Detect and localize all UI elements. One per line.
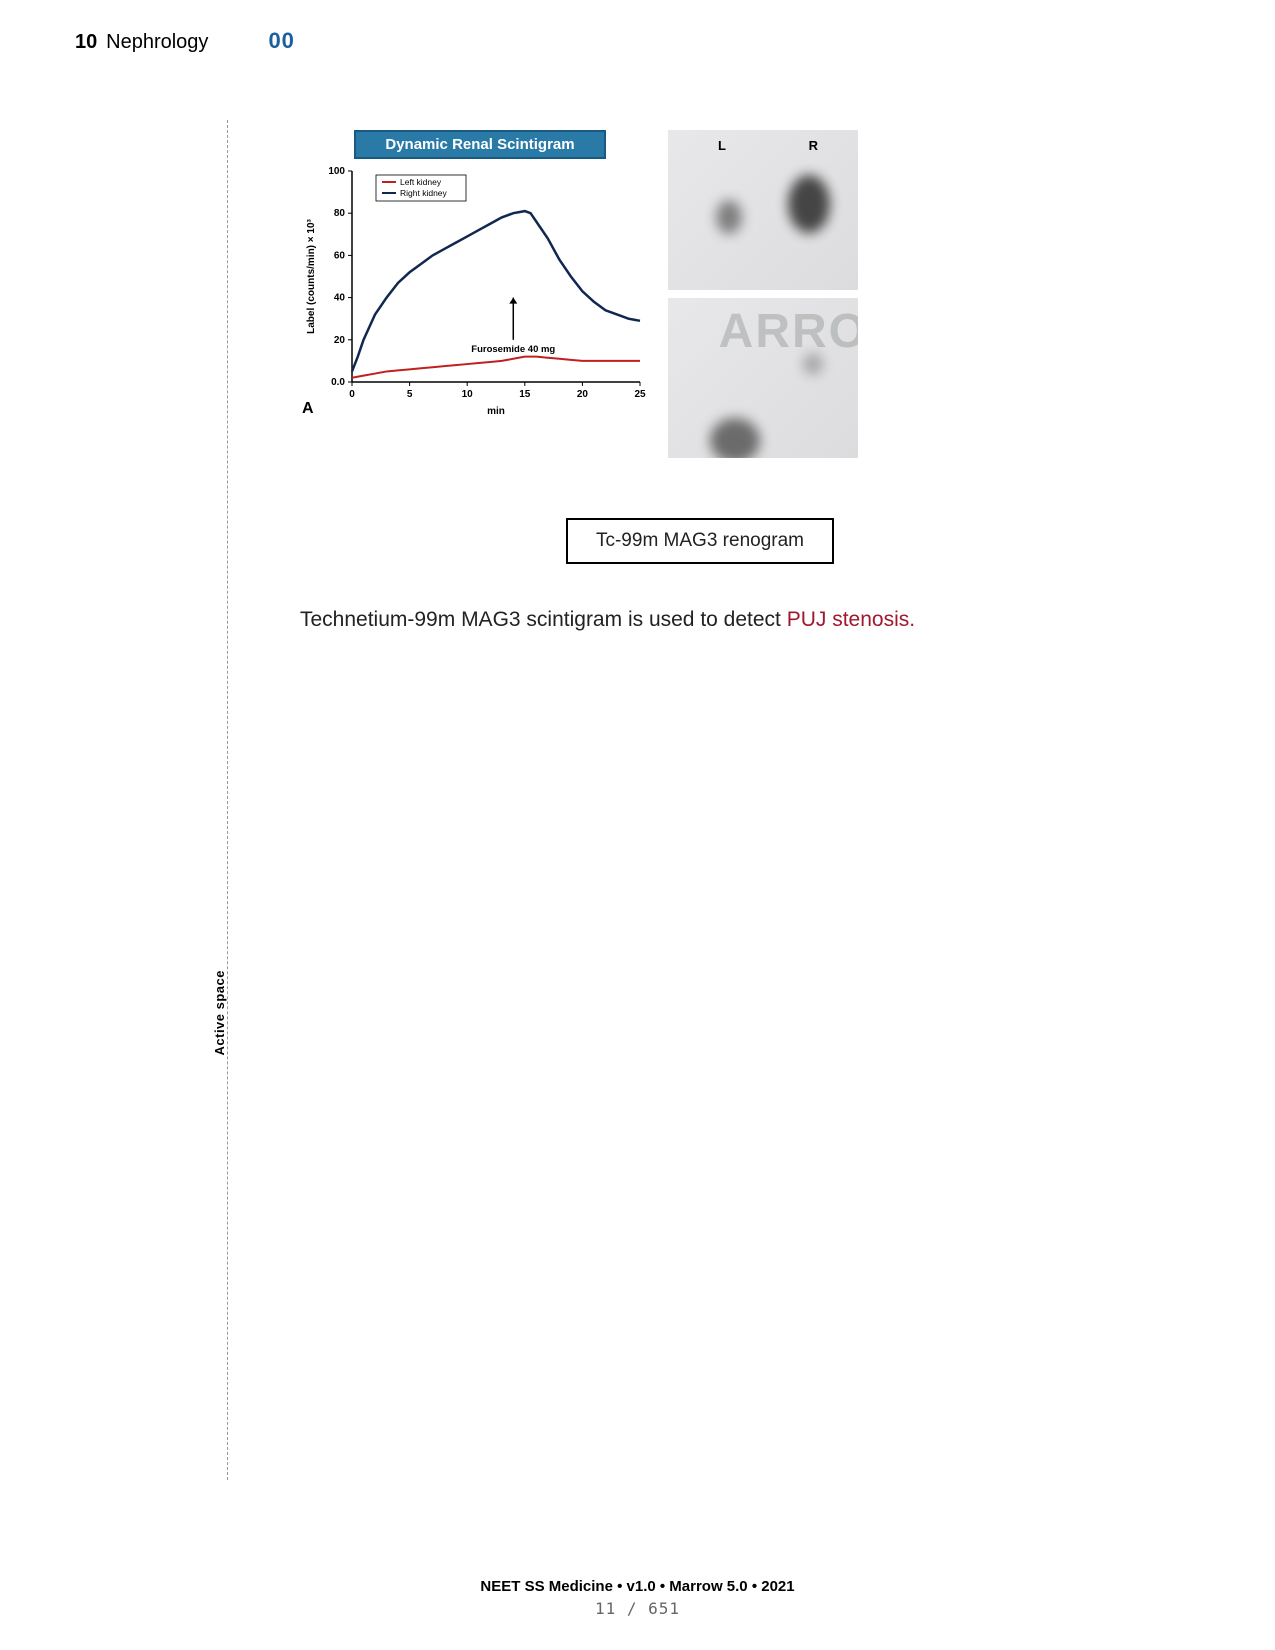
svg-text:80: 80 [334,208,346,219]
scan-b-l-label: L [718,138,726,153]
svg-text:40: 40 [334,293,346,304]
margin-divider [227,120,228,1480]
svg-text:Right kidney: Right kidney [400,188,448,198]
footer-pagination: 11 / 651 [0,1599,1275,1618]
svg-text:Left kidney: Left kidney [400,177,442,187]
figure-caption: Tc-99m MAG3 renogram [566,518,834,564]
svg-text:10: 10 [462,389,474,400]
svg-text:min: min [487,406,505,417]
svg-text:5: 5 [407,389,413,400]
active-space-label: Active space [212,970,227,1056]
page-footer: NEET SS Medicine • v1.0 • Marrow 5.0 • 2… [0,1578,1275,1618]
scan-column: L R B ARRO C [668,130,858,458]
svg-text:60: 60 [334,250,346,261]
body-text: Technetium-99m MAG3 scintigram is used t… [300,604,1100,636]
scan-image-b: L R B [668,130,858,290]
chart-title: Dynamic Renal Scintigram [354,130,606,159]
footer-source: NEET SS Medicine • v1.0 • Marrow 5.0 • 2… [0,1578,1275,1595]
svg-text:0: 0 [349,389,355,400]
chart-panel: Dynamic Renal Scintigram 0.0204060801000… [300,130,660,420]
panel-label-a: A [302,400,314,418]
body-text-pre: Technetium-99m MAG3 scintigram is used t… [300,608,787,631]
svg-text:100: 100 [328,166,345,177]
watermark-text: ARRO [719,304,858,359]
section-title: Nephrology [106,31,208,53]
page-header: 10 Nephrology 00 [75,28,295,54]
header-marker: 00 [268,28,294,54]
svg-text:0.0: 0.0 [331,377,345,388]
figure-row: Dynamic Renal Scintigram 0.0204060801000… [300,130,1100,458]
svg-text:Label (counts/min) × 10³: Label (counts/min) × 10³ [306,218,317,333]
body-text-highlight: PUJ stenosis. [787,608,915,631]
scan-b-r-label: R [809,138,818,153]
svg-text:Furosemide 40 mg: Furosemide 40 mg [471,344,555,355]
svg-text:25: 25 [634,389,646,400]
scan-image-c: ARRO C [668,298,858,458]
renogram-chart: 0.0 20 40 60 80 100 0 5 10 15 20 25 min Label (counts… [300,165,650,420]
chart-area: 0.0 20 40 60 80 100 0 5 10 15 20 25 min Label (counts… [300,165,650,420]
content-area: Dynamic Renal Scintigram 0.0204060801000… [300,130,1100,636]
page-number: 10 Nephrology [75,31,208,54]
svg-text:15: 15 [519,389,531,400]
svg-text:20: 20 [577,389,589,400]
svg-text:20: 20 [334,335,346,346]
